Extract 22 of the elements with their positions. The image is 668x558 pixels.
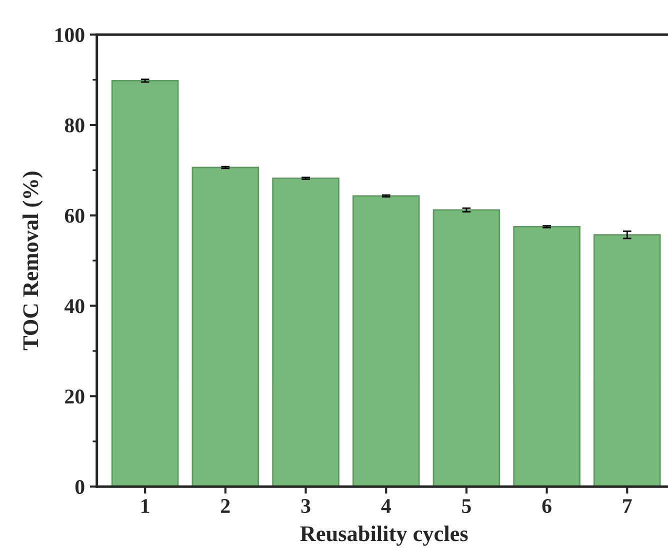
x-tick-label: 2 — [221, 499, 230, 513]
x-tick-label: 1 — [142, 499, 150, 513]
x-tick-label: 4 — [381, 499, 391, 513]
y-axis-title: TOC Removal (%) — [22, 172, 43, 350]
bar — [352, 195, 420, 487]
bar — [111, 80, 179, 487]
y-tick-label: 20 — [65, 390, 84, 404]
x-tick-label: 5 — [462, 499, 471, 514]
bar — [192, 166, 260, 487]
y-tick-label: 40 — [64, 299, 84, 314]
y-tick-label: 60 — [64, 208, 84, 223]
x-tick-label: 7 — [623, 499, 632, 513]
y-tick-label: 80 — [64, 118, 84, 132]
y-tick-label: 0 — [75, 480, 84, 494]
x-tick-label: 3 — [301, 499, 310, 514]
bar — [272, 178, 340, 487]
y-tick-label: 100 — [55, 28, 84, 42]
bar — [432, 209, 500, 487]
x-axis-title: Reusability cycles — [300, 526, 468, 546]
bar — [513, 226, 580, 487]
x-tick-label: 6 — [542, 499, 552, 514]
bar — [594, 234, 661, 487]
